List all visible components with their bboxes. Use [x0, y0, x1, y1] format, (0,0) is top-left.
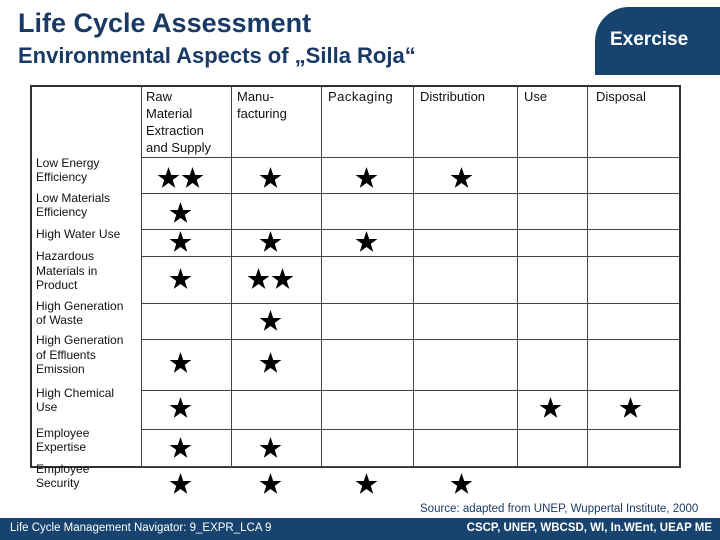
star-icon [168, 230, 193, 255]
star-icon [168, 472, 193, 497]
row-label-line: High Chemical [36, 385, 115, 400]
column-header-line: Packaging [328, 89, 394, 104]
column-divider [141, 85, 142, 468]
row-label-line: Hazardous [36, 249, 95, 264]
star-icon [449, 166, 474, 191]
row-label-line: Employee [36, 461, 90, 476]
column-header-5: Disposal [596, 88, 646, 105]
star-icon [156, 166, 181, 191]
star-icon [618, 396, 643, 421]
row-divider [141, 229, 681, 230]
row-label-line: Use [36, 400, 58, 414]
column-header-line: and Supply [146, 140, 212, 155]
row-label: Employee Expertise [36, 426, 136, 455]
star-icon [258, 436, 283, 461]
footer-navigator-label: Life Cycle Management Navigator: 9_EXPR_… [10, 522, 272, 534]
row-divider [141, 193, 681, 194]
star-icon [538, 396, 563, 421]
row-label: High Chemical Use [36, 386, 136, 415]
row-label-line: Employee [36, 425, 90, 440]
column-header-3: Distribution [420, 88, 485, 105]
column-divider [587, 85, 588, 468]
table-frame [30, 85, 681, 468]
row-divider [141, 429, 681, 430]
star-icon [449, 472, 474, 497]
source-note: Source: adapted from UNEP, Wuppertal Ins… [420, 503, 699, 515]
column-header-line: Use [524, 89, 548, 104]
row-label: Low Energy Efficiency [36, 156, 136, 185]
star-icon [258, 309, 283, 334]
column-divider [231, 85, 232, 468]
column-header-line: Disposal [596, 89, 646, 104]
row-label-line: Low Energy [36, 155, 100, 170]
page-subtitle: Environmental Aspects of „Silla Roja“ [18, 43, 416, 68]
footer-partners-label: CSCP, UNEP, WBCSD, WI, In.WEnt, UEAP ME [466, 522, 712, 534]
star-icon [354, 166, 379, 191]
star-icon [258, 351, 283, 376]
exercise-label: Exercise [610, 29, 689, 50]
row-label: Low Materials Efficiency [36, 191, 136, 220]
row-label-line: Emission [36, 362, 85, 377]
column-divider [413, 85, 414, 468]
star-icon [270, 267, 295, 292]
row-label-line: Efficiency [36, 170, 88, 184]
column-header-2: Packaging [328, 88, 393, 105]
row-label-line: of Waste [36, 313, 83, 327]
column-header-line: Manu- [237, 89, 274, 104]
row-label-line: Efficiency [36, 205, 88, 219]
column-header-line: Distribution [420, 89, 486, 104]
row-label: Employee Security [36, 462, 136, 491]
column-header-0: Raw Material Extraction and Supply [146, 88, 211, 156]
row-divider [141, 390, 681, 391]
star-icon [354, 230, 379, 255]
star-icon [246, 267, 271, 292]
column-divider [517, 85, 518, 468]
star-icon [168, 267, 193, 292]
row-label: High Water Use [36, 227, 136, 242]
row-label: Hazardous Materials in Product [36, 249, 136, 293]
row-label-line: Expertise [36, 440, 87, 454]
row-label-line: High Generation [36, 298, 124, 313]
row-label-line: Low Materials [36, 190, 111, 205]
row-label-line: Materials in [36, 263, 98, 278]
row-label-line: Product [36, 278, 78, 293]
row-label: High Generation of Waste [36, 299, 136, 328]
column-divider [321, 85, 322, 468]
column-header-1: Manu-facturing [237, 88, 287, 122]
star-icon [168, 396, 193, 421]
row-label-line: Security [36, 476, 80, 490]
star-icon [258, 230, 283, 255]
star-icon [258, 472, 283, 497]
star-icon [258, 166, 283, 191]
star-icon [168, 436, 193, 461]
star-icon [354, 472, 379, 497]
row-divider [141, 303, 681, 304]
row-divider [141, 339, 681, 340]
column-header-line: Material [146, 106, 193, 121]
footer-bar: Life Cycle Management Navigator: 9_EXPR_… [0, 518, 720, 540]
column-header-line: Extraction [146, 123, 204, 138]
exercise-badge: Exercise [595, 7, 720, 75]
row-label-line: of Effluents [36, 347, 96, 362]
row-label-line: High Water Use [36, 226, 121, 241]
column-header-4: Use [524, 88, 547, 105]
header-divider [141, 157, 681, 158]
row-label: High Generation of Effluents Emission [36, 333, 136, 377]
star-icon [180, 166, 205, 191]
column-header-line: Raw [146, 89, 173, 104]
star-icon [168, 351, 193, 376]
star-icon [168, 201, 193, 226]
column-header-line: facturing [237, 106, 287, 121]
row-label-line: High Generation [36, 333, 124, 348]
row-divider [141, 466, 681, 467]
row-divider [141, 256, 681, 257]
page-title: Life Cycle Assessment [18, 8, 312, 38]
